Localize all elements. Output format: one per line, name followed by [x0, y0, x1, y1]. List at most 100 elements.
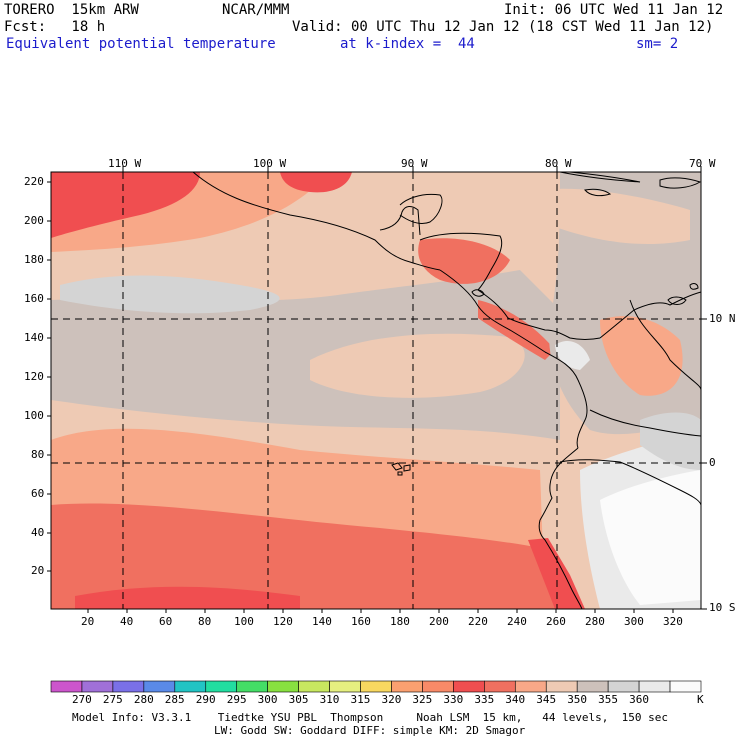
- colorbar-label: 315: [350, 693, 371, 706]
- colorbar-box: [205, 680, 238, 693]
- colorbar-label: 340: [505, 693, 526, 706]
- y-tick-220: 220: [24, 175, 44, 188]
- galapagos-islands: [391, 462, 411, 476]
- y-tick-200: 200: [24, 214, 44, 227]
- center-name: NCAR/MMM: [222, 2, 290, 18]
- x-tick-260: 260: [546, 615, 566, 628]
- lat-label-0: 0: [709, 456, 716, 469]
- colorbar-label: 345: [536, 693, 557, 706]
- y-tick-100: 100: [24, 409, 44, 422]
- venezuela-border: [629, 299, 702, 391]
- x-tick-40: 40: [120, 615, 134, 628]
- colorbar-box: [422, 680, 454, 693]
- field-patch-south-strip: [75, 586, 300, 609]
- field-patch-colombia-warm: [600, 316, 683, 396]
- tick-marks: [47, 166, 707, 613]
- caribbean-islands: [667, 283, 699, 305]
- model-info-line1: Model Info: V3.3.1 Tiedtke YSU PBL Thomp…: [72, 711, 669, 724]
- right-ticks: [701, 318, 707, 610]
- peru-coast: [538, 519, 583, 610]
- colorbar-box: [267, 680, 299, 693]
- graticule: [51, 172, 701, 609]
- y-tick-160: 160: [24, 292, 44, 305]
- smoothing-info: sm= 2: [636, 36, 679, 52]
- field-patch-north-hot: [51, 172, 200, 238]
- colorbar-label: 295: [226, 693, 247, 706]
- colorbar-label: 300: [257, 693, 278, 706]
- colorbar-label: 330: [443, 693, 464, 706]
- colorbar-label: 285: [164, 693, 185, 706]
- mexico-coastline: [192, 171, 441, 271]
- colorbar-box: [174, 680, 207, 693]
- x-tick-280: 280: [585, 615, 605, 628]
- cuba-island: [559, 171, 641, 183]
- ecuador-peru-border: [559, 459, 702, 506]
- colorbar-box: [545, 680, 578, 693]
- x-tick-320: 320: [663, 615, 683, 628]
- map-frame: [50, 171, 702, 610]
- x-tick-20: 20: [81, 615, 95, 628]
- field-patch-caribbean-warm: [540, 188, 690, 245]
- model-info-line2: LW: Godd SW: Goddard DIFF: simple KM: 2D…: [214, 724, 526, 737]
- colorbar-box: [576, 680, 609, 693]
- colorbar-box: [453, 680, 485, 693]
- colorbar-box: [638, 680, 671, 693]
- x-tick-60: 60: [159, 615, 173, 628]
- x-tick-300: 300: [624, 615, 644, 628]
- colorbar-boxes: [50, 680, 702, 693]
- colorbar-label: 290: [195, 693, 216, 706]
- init-time: Init: 06 UTC Wed 11 Jan 12: [504, 2, 724, 18]
- field-patch-warm-tongue: [310, 333, 525, 398]
- ecuador-coast: [539, 447, 579, 521]
- x-tick-180: 180: [390, 615, 410, 628]
- field-band-south-hot: [51, 503, 560, 609]
- forecast-hour: Fcst: 18 h: [4, 19, 106, 35]
- lon-label-90w: 90 W: [401, 157, 428, 170]
- colorbar-label: 325: [412, 693, 433, 706]
- colorbar-box: [360, 680, 392, 693]
- x-tick-80: 80: [198, 615, 212, 628]
- lon-label-110w: 110 W: [108, 157, 142, 170]
- colorbar-label: 355: [598, 693, 619, 706]
- lon-label-100w: 100 W: [253, 157, 287, 170]
- field-patch-central-america-warm: [418, 238, 510, 284]
- field-name: Equivalent potential temperature: [6, 36, 276, 52]
- x-tick-120: 120: [273, 615, 293, 628]
- colorbar-box: [391, 680, 423, 693]
- colombia-north-coast: [599, 291, 702, 339]
- x-tick-200: 200: [429, 615, 449, 628]
- field-band-cool-2: [60, 275, 280, 314]
- x-tick-220: 220: [468, 615, 488, 628]
- left-ticks: [47, 181, 51, 572]
- y-tick-20: 20: [31, 564, 45, 577]
- colorbar-label: 335: [474, 693, 495, 706]
- guatemala-border: [379, 206, 421, 236]
- y-tick-140: 140: [24, 331, 44, 344]
- lat-label-10n: 10 N: [709, 312, 736, 325]
- colorbar-box: [143, 680, 176, 693]
- colorbar-label: 280: [133, 693, 154, 706]
- jamaica-island: [584, 188, 612, 197]
- colombia-pacific-coast: [544, 351, 588, 449]
- yucatan-coastline: [399, 193, 443, 225]
- colorbar-box: [514, 680, 547, 693]
- colorbar-label: 275: [102, 693, 123, 706]
- y-tick-180: 180: [24, 253, 44, 266]
- colorbar-label: 360: [629, 693, 649, 706]
- colorbar-box: [669, 680, 702, 693]
- nicaragua-costa-rica-coast: [439, 269, 546, 353]
- colorbar-unit: K: [697, 693, 704, 706]
- level-info: at k-index = 44: [340, 36, 475, 52]
- field-patch-andes-white: [600, 470, 701, 605]
- field-patch-costa-rica-warm: [478, 300, 555, 360]
- colorbar-box: [50, 680, 83, 693]
- hispaniola-island: [659, 177, 702, 189]
- field-patch-mexico-hot: [280, 172, 352, 193]
- y-tick-40: 40: [31, 526, 45, 539]
- colorbar-box: [298, 680, 330, 693]
- bottom-ticks: [87, 609, 674, 613]
- valid-time: Valid: 00 UTC Thu 12 Jan 12 (18 CST Wed …: [292, 19, 714, 35]
- coastlines: [192, 171, 702, 610]
- colorbar-label: 270: [71, 693, 92, 706]
